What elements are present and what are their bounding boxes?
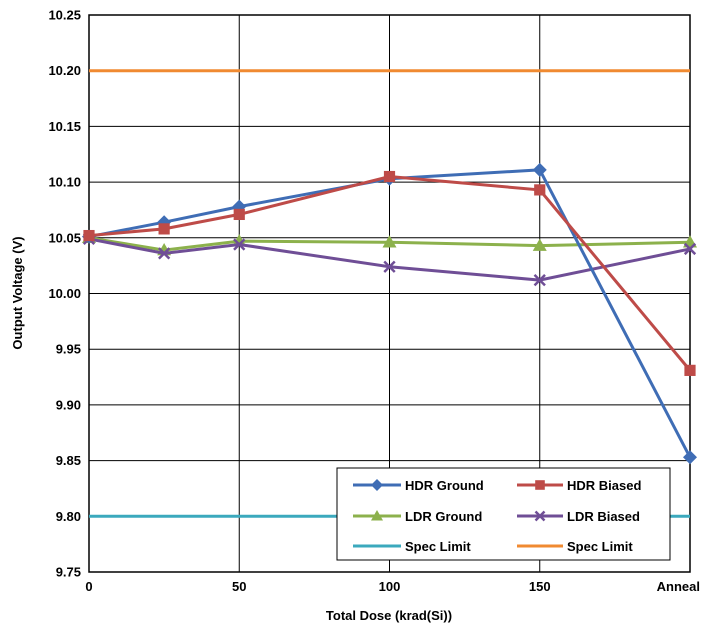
marker-square bbox=[83, 229, 95, 242]
y-axis-title: Output Voltage (V) bbox=[10, 236, 25, 349]
legend-item: LDR Biased bbox=[517, 509, 640, 524]
marker-x bbox=[383, 260, 396, 273]
series-line bbox=[88, 236, 691, 252]
series-group bbox=[82, 69, 697, 518]
marker-square bbox=[535, 480, 545, 490]
marker-diamond bbox=[683, 450, 697, 465]
marker-diamond bbox=[371, 479, 383, 491]
y-tick-label: 10.00 bbox=[48, 286, 81, 301]
legend: HDR Ground HDR Biased LDR Ground LDR Biased… bbox=[336, 467, 671, 561]
marker-triangle bbox=[371, 510, 383, 521]
marker-triangle bbox=[532, 238, 547, 251]
legend-label: Spec Limit bbox=[405, 539, 471, 554]
y-tick-label: 9.95 bbox=[56, 342, 81, 357]
x-tick-label: 100 bbox=[379, 579, 401, 594]
x-axis-title: Total Dose (krad(Si)) bbox=[326, 608, 452, 623]
marker-triangle bbox=[232, 234, 247, 247]
y-axis-ticks: 10.25 10.20 10.15 10.10 10.05 10.00 9.95 9.90 9.… bbox=[48, 8, 81, 580]
y-tick-label: 9.75 bbox=[56, 565, 81, 580]
marker-square bbox=[534, 184, 546, 196]
legend-item: LDR Ground bbox=[353, 509, 482, 524]
marker-x bbox=[683, 242, 697, 256]
marker-square bbox=[158, 223, 170, 235]
legend-item: Spec Limit bbox=[517, 539, 633, 554]
marker-triangle bbox=[382, 235, 397, 248]
y-tick-label: 10.20 bbox=[48, 63, 81, 78]
series-line bbox=[88, 175, 692, 372]
legend-label: HDR Ground bbox=[405, 478, 484, 493]
series-line bbox=[88, 237, 691, 282]
series-hdr-biased bbox=[83, 170, 696, 376]
legend-label: Spec Limit bbox=[567, 539, 633, 554]
y-tick-label: 10.05 bbox=[48, 230, 81, 245]
y-tick-label: 9.85 bbox=[56, 453, 81, 468]
marker-diamond bbox=[532, 162, 547, 177]
y-tick-label: 9.80 bbox=[56, 509, 81, 524]
y-tick-label: 9.90 bbox=[56, 397, 81, 412]
legend-item: HDR Biased bbox=[517, 478, 641, 493]
legend-label: LDR Biased bbox=[567, 509, 640, 524]
marker-x bbox=[233, 238, 246, 251]
marker-square bbox=[684, 364, 696, 376]
marker-x bbox=[157, 247, 171, 260]
series-ldr-biased bbox=[82, 232, 697, 287]
legend-item: HDR Ground bbox=[353, 478, 484, 493]
y-tick-label: 10.25 bbox=[48, 8, 81, 23]
y-tick-label: 10.15 bbox=[48, 119, 81, 134]
marker-x bbox=[533, 273, 546, 287]
x-tick-label: 50 bbox=[232, 579, 246, 594]
x-tick-label: 150 bbox=[529, 579, 551, 594]
x-tick-label: Anneal bbox=[657, 579, 700, 594]
x-tick-label: 0 bbox=[85, 579, 92, 594]
y-tick-label: 10.10 bbox=[48, 175, 81, 190]
legend-label: HDR Biased bbox=[567, 478, 641, 493]
marker-square bbox=[383, 170, 396, 183]
legend-item: Spec Limit bbox=[353, 539, 471, 554]
legend-label: LDR Ground bbox=[405, 509, 482, 524]
marker-x bbox=[534, 510, 546, 522]
marker-square bbox=[233, 208, 245, 221]
x-axis-ticks: 0 50 100 150 Anneal bbox=[85, 579, 700, 594]
